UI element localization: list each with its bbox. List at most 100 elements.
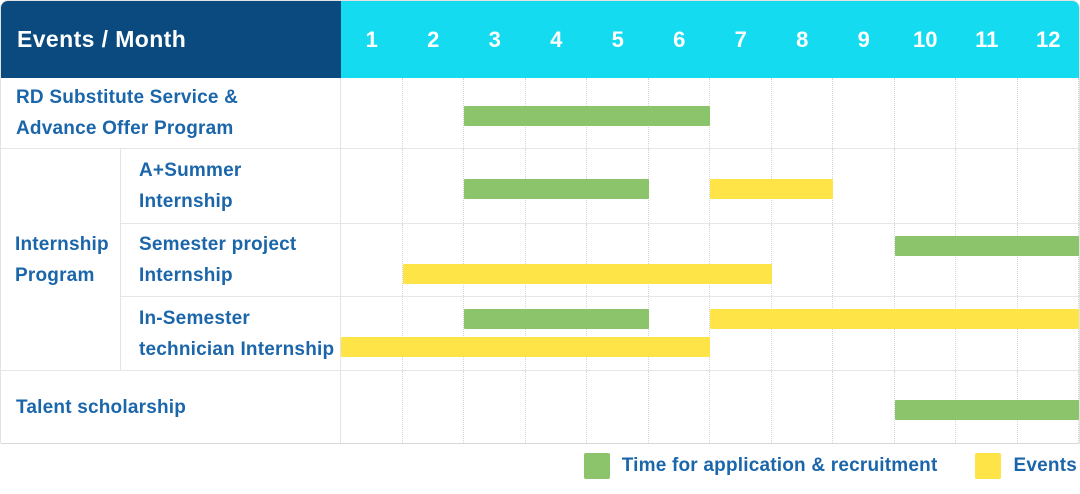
month-cell — [710, 297, 772, 370]
legend-item-events: Events — [975, 453, 1077, 479]
month-cell — [710, 371, 772, 443]
month-cell — [403, 78, 464, 148]
month-grid — [341, 297, 1079, 370]
month-grid — [341, 78, 1079, 148]
month-cell — [403, 371, 464, 443]
month-cell — [464, 371, 526, 443]
month-label: 2 — [427, 26, 440, 52]
month-cell — [895, 297, 956, 370]
month-cell — [1018, 224, 1079, 296]
header-row: Events / Month 1 2 3 4 5 6 7 8 9 10 11 12 — [1, 1, 1079, 78]
month-cell — [772, 297, 833, 370]
month-cell — [403, 297, 464, 370]
month-cell — [341, 371, 403, 443]
month-cell — [772, 224, 833, 296]
month-cell — [895, 149, 956, 223]
month-cell — [587, 297, 649, 370]
row-label-line: Talent scholarship — [16, 396, 187, 418]
row-label-line: technician Internship — [139, 338, 335, 360]
row-label: Semester project Internship — [121, 224, 341, 296]
month-cell — [526, 224, 587, 296]
month-cell — [649, 371, 710, 443]
month-cell — [341, 224, 403, 296]
legend-item-application: Time for application & recruitment — [583, 453, 938, 479]
month-label: 9 — [857, 26, 870, 52]
row-label-line: A+Summer — [139, 160, 242, 181]
row-label-line: Advance Offer Program — [16, 118, 234, 139]
row-label-line: RD Substitute Service & — [16, 87, 239, 108]
group-subrows: A+Summer Internship Semester project Intern… — [121, 149, 1079, 370]
month-cell — [1018, 297, 1079, 370]
gantt-table: Events / Month 1 2 3 4 5 6 7 8 9 10 11 12 RD Substi… — [0, 0, 1080, 444]
group-label-line: Internship — [15, 233, 109, 255]
month-cell — [1018, 149, 1079, 223]
month-label: 1 — [365, 26, 378, 52]
gantt-row: Semester project Internship — [121, 223, 1079, 296]
month-cell — [772, 78, 833, 148]
gantt-group-row: Internship Program A+Summer Internship Semes… — [1, 148, 1079, 370]
month-cell — [895, 224, 956, 296]
gantt-body: RD Substitute Service & Advance Offer Pro… — [1, 78, 1079, 443]
row-label-line: Internship — [139, 265, 233, 286]
event-bar — [710, 179, 833, 199]
event-swatch-icon — [975, 453, 1002, 479]
row-label-line: Semester project — [139, 234, 297, 255]
gantt-row: RD Substitute Service & Advance Offer Pro… — [1, 78, 1079, 148]
month-cell — [341, 149, 403, 223]
group-label-line: Program — [15, 264, 95, 286]
month-cell — [710, 224, 772, 296]
row-label-line: In-Semester — [139, 307, 250, 329]
corner-header: Events / Month — [1, 1, 341, 78]
month-cell — [403, 149, 464, 223]
month-header-row: 1 2 3 4 5 6 7 8 9 10 11 12 — [341, 1, 1079, 78]
month-cell — [833, 297, 895, 370]
month-cell — [649, 297, 710, 370]
month-cell — [649, 149, 710, 223]
month-label: 7 — [734, 26, 747, 52]
month-grid — [341, 149, 1079, 223]
row-label: RD Substitute Service & Advance Offer Pro… — [1, 78, 341, 148]
group-label: Internship Program — [1, 149, 121, 370]
month-cell — [833, 149, 895, 223]
month-cell — [403, 224, 464, 296]
month-cell — [956, 78, 1018, 148]
month-cell — [587, 224, 649, 296]
month-cell — [833, 371, 895, 443]
month-grid — [341, 371, 1079, 443]
month-cell — [464, 224, 526, 296]
month-cell — [710, 78, 772, 148]
gantt-row: A+Summer Internship — [121, 149, 1079, 223]
month-cell — [956, 297, 1018, 370]
application-bar — [894, 400, 1079, 420]
month-cell — [833, 224, 895, 296]
gantt-row: Talent scholarship — [1, 370, 1079, 443]
month-grid — [341, 224, 1079, 296]
month-cell — [772, 371, 833, 443]
month-label: 10 — [913, 26, 938, 52]
month-cell — [587, 371, 649, 443]
application-bar — [464, 106, 710, 126]
month-label: 4 — [550, 26, 563, 52]
month-label: 8 — [796, 26, 809, 52]
row-label-line: Internship — [139, 191, 233, 212]
month-label: 3 — [488, 26, 501, 52]
legend: Time for application & recruitment Event… — [583, 453, 1077, 479]
gantt-row: In-Semester technician Internship — [121, 296, 1079, 370]
month-cell — [833, 78, 895, 148]
month-cell — [341, 78, 403, 148]
event-bar — [341, 337, 710, 357]
legend-label-events: Events — [1013, 455, 1077, 476]
row-label: Talent scholarship — [1, 371, 341, 443]
event-bar — [710, 309, 1079, 329]
event-bar — [402, 264, 772, 284]
month-label: 6 — [673, 26, 686, 52]
month-label: 11 — [975, 26, 999, 52]
row-label: A+Summer Internship — [121, 149, 341, 223]
application-bar — [464, 309, 649, 329]
month-cell — [956, 149, 1018, 223]
application-swatch-icon — [583, 453, 610, 479]
month-cell — [526, 297, 587, 370]
month-cell — [1018, 78, 1079, 148]
application-bar — [464, 179, 649, 199]
